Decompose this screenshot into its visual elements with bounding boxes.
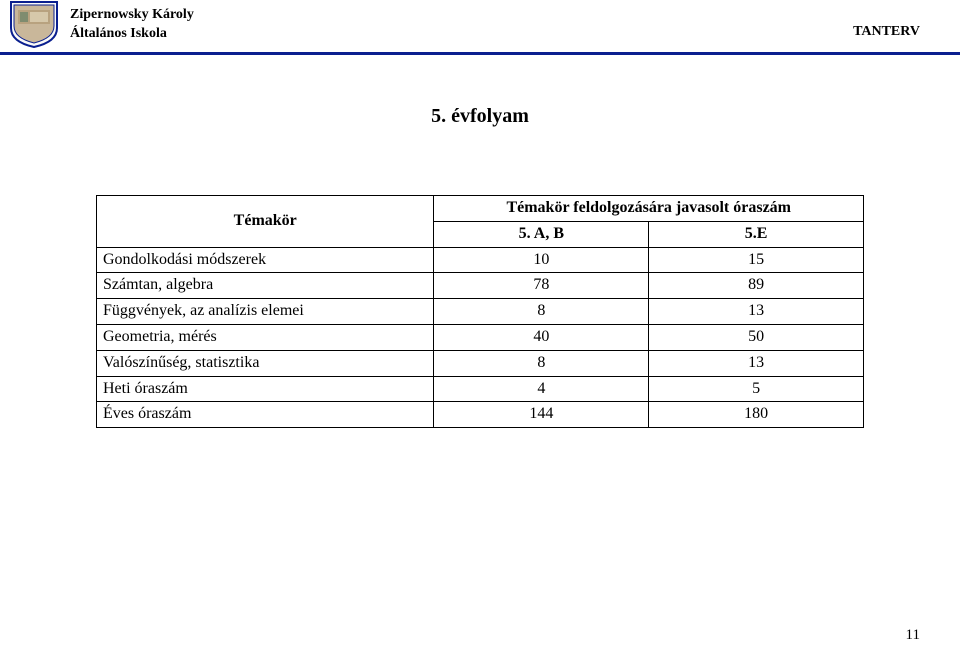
header-band: Zipernowsky Károly Általános Iskola TANT… [0,0,960,55]
row-val-a: 144 [434,402,649,428]
doc-title-tanterv: TANTERV [853,24,920,40]
school-name: Zipernowsky Károly Általános Iskola [70,6,194,44]
schedule-table: Témakör Témakör feldolgozására javasolt … [96,195,864,428]
table-row: Gondolkodási módszerek1015 [97,247,864,273]
table-row: Valószínűség, statisztika813 [97,350,864,376]
subcol-5e: 5.E [649,221,864,247]
row-val-b: 89 [649,273,864,299]
col-header-temakor: Témakör [97,196,434,248]
row-val-b: 5 [649,376,864,402]
table-row: Számtan, algebra7889 [97,273,864,299]
row-val-a: 10 [434,247,649,273]
col-header-oraszam: Témakör feldolgozására javasolt óraszám [434,196,864,222]
row-val-b: 15 [649,247,864,273]
row-label: Gondolkodási módszerek [97,247,434,273]
row-val-b: 13 [649,350,864,376]
row-label: Függvények, az analízis elemei [97,299,434,325]
school-name-line1: Zipernowsky Károly [70,6,194,25]
school-name-line2: Általános Iskola [70,25,194,44]
row-label: Éves óraszám [97,402,434,428]
school-crest-icon [8,0,60,48]
row-val-a: 8 [434,299,649,325]
row-val-b: 50 [649,324,864,350]
row-val-a: 4 [434,376,649,402]
row-val-b: 180 [649,402,864,428]
subcol-5ab: 5. A, B [434,221,649,247]
section-title: 5. évfolyam [0,105,960,128]
row-label: Geometria, mérés [97,324,434,350]
row-val-b: 13 [649,299,864,325]
row-val-a: 78 [434,273,649,299]
row-label: Heti óraszám [97,376,434,402]
table-row: Éves óraszám144180 [97,402,864,428]
row-label: Számtan, algebra [97,273,434,299]
table-row: Függvények, az analízis elemei813 [97,299,864,325]
row-val-a: 40 [434,324,649,350]
table-header-row: Témakör Témakör feldolgozására javasolt … [97,196,864,222]
table-row: Heti óraszám45 [97,376,864,402]
page-number: 11 [906,627,920,644]
table-row: Geometria, mérés4050 [97,324,864,350]
row-label: Valószínűség, statisztika [97,350,434,376]
row-val-a: 8 [434,350,649,376]
